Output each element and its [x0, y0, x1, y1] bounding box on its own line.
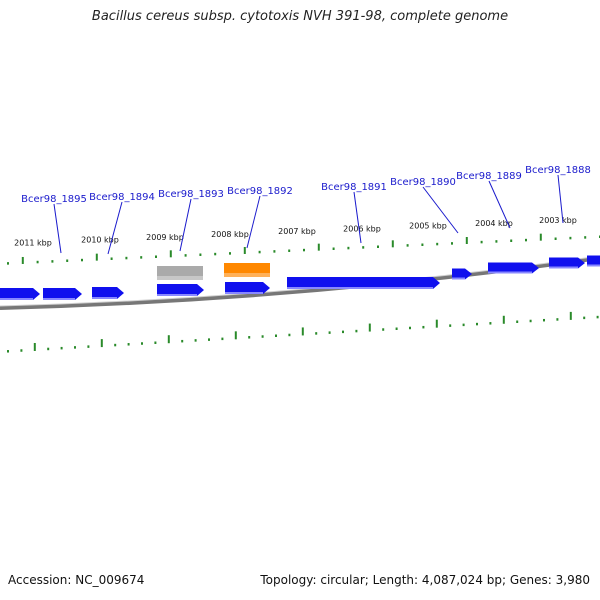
cds-arrow-shadow: [43, 298, 75, 300]
map-title: Bacillus cereus subsp. cytotoxis NVH 391…: [91, 9, 509, 24]
cds-arrow[interactable]: [225, 282, 270, 294]
cds-arrow[interactable]: [549, 257, 585, 269]
cds-arrow-shadow: [225, 292, 263, 294]
cds-arrow[interactable]: [0, 288, 40, 300]
gene-label[interactable]: Bcer98_1894: [89, 192, 155, 203]
kbp-label: 2007 kbp: [278, 227, 316, 236]
gene-label[interactable]: Bcer98_1895: [21, 194, 87, 205]
kbp-label: 2006 kbp: [343, 224, 381, 233]
cds-arrow-shadow: [549, 266, 578, 269]
labels: 2011 kbp 2010 kbp 2009 kbp 2008 kbp 2007 kbp…: [14, 165, 591, 255]
cds-arrow[interactable]: [287, 277, 440, 289]
kbp-label: 2008 kbp: [211, 230, 249, 239]
cds-arrow[interactable]: [587, 255, 600, 267]
gene-label[interactable]: Bcer98_1888: [525, 165, 591, 176]
cds-arrow[interactable]: [43, 288, 82, 300]
cds-arrow-shadow: [452, 277, 465, 280]
gene-leader-line: [353, 191, 362, 244]
cds-arrow-shadow: [0, 298, 33, 300]
gene-leader-line: [557, 174, 564, 224]
gene-label[interactable]: Bcer98_1890: [390, 177, 456, 188]
cds-arrow[interactable]: [92, 287, 124, 299]
cds-arrow-shadow: [587, 264, 600, 267]
gene-label[interactable]: Bcer98_1889: [456, 171, 522, 182]
gene-leader-line: [488, 180, 511, 229]
cds-arrow-shadow: [488, 271, 532, 274]
kbp-label: 2005 kbp: [409, 222, 447, 231]
gene-label[interactable]: Bcer98_1892: [227, 186, 293, 197]
gene-label[interactable]: Bcer98_1893: [158, 189, 224, 200]
kbp-label: 2010 kbp: [81, 236, 119, 245]
gene-leader-line: [53, 203, 62, 254]
grey-feature[interactable]: [157, 266, 203, 280]
kbp-label: 2009 kbp: [146, 233, 184, 242]
cds-arrow-shadow: [157, 294, 197, 296]
kbp-label: 2004 kbp: [475, 219, 513, 228]
genome-summary-text: Topology: circular; Length: 4,087,024 bp…: [260, 573, 590, 587]
orange-feature[interactable]: [224, 263, 270, 277]
accession-text: Accession: NC_009674: [8, 573, 145, 587]
cds-arrow-shadow: [92, 297, 117, 299]
gene-leader-line: [422, 186, 459, 234]
gene-leader-line: [107, 201, 123, 255]
gene-leader-line: [246, 195, 261, 249]
gene-label[interactable]: Bcer98_1891: [321, 182, 387, 193]
cds-arrow[interactable]: [488, 262, 539, 274]
cds-arrow[interactable]: [157, 284, 204, 296]
features: [0, 255, 600, 300]
grey-feature-shade: [157, 276, 203, 280]
cds-arrow[interactable]: [452, 268, 472, 280]
gene-leader-line: [179, 198, 192, 252]
kbp-label: 2011 kbp: [14, 239, 52, 248]
cds-arrow-shadow: [287, 287, 433, 289]
orange-feature-shade: [224, 273, 270, 277]
kbp-label: 2003 kbp: [539, 216, 577, 225]
tick-marks: [7, 233, 600, 353]
